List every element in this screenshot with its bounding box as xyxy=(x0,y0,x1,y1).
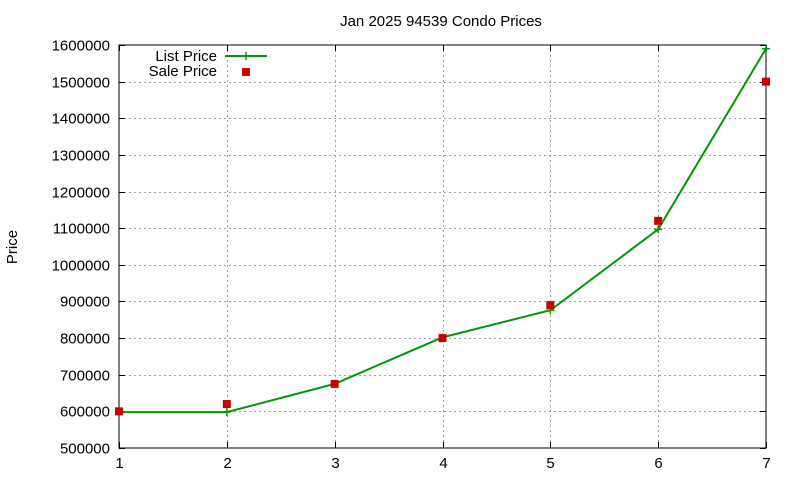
list-price-point xyxy=(222,408,231,417)
x-tick-label: 7 xyxy=(762,455,770,472)
series-list-price xyxy=(115,44,770,417)
y-tick-label: 1500000 xyxy=(52,75,110,92)
x-tick-label: 5 xyxy=(546,455,554,472)
y-tick-label: 1100000 xyxy=(53,221,110,238)
sale-price-point xyxy=(222,400,231,409)
y-tick-label: 500000 xyxy=(60,441,110,458)
plot-frame xyxy=(118,44,767,449)
sale-price-point xyxy=(438,334,447,343)
y-tick-label: 1300000 xyxy=(52,148,110,165)
sale-price-point xyxy=(115,407,123,416)
legend-list-price-plus xyxy=(242,52,250,60)
legend-symbol-list-price xyxy=(225,52,267,60)
series-sale-price xyxy=(115,77,770,416)
x-tick-label: 3 xyxy=(331,455,339,472)
x-tick-label: 4 xyxy=(439,455,447,472)
legend-label-sale-price: Sale Price xyxy=(149,63,217,80)
list-price-point xyxy=(762,44,770,53)
y-tick-label: 900000 xyxy=(60,294,110,311)
sale-price-point xyxy=(762,77,770,86)
grid-lines xyxy=(119,45,766,448)
axis-ticks: 500000 600000 700000 800000 900000 1000000 110… xyxy=(52,38,771,473)
y-tick-label: 700000 xyxy=(60,368,110,385)
x-tick-label: 1 xyxy=(115,455,123,472)
y-tick-label: 600000 xyxy=(60,404,110,421)
x-tick-label: 2 xyxy=(223,455,231,472)
list-price-point xyxy=(654,225,663,234)
y-tick-label: 800000 xyxy=(60,331,110,348)
legend-label-list-price: List Price xyxy=(155,48,217,65)
legend-sale-price-square xyxy=(242,68,250,76)
y-tick-label: 1400000 xyxy=(52,111,110,128)
y-tick-label: 1600000 xyxy=(52,38,110,55)
list-price-line xyxy=(119,48,767,414)
x-tick-label: 6 xyxy=(654,455,662,472)
sale-price-point xyxy=(546,301,555,310)
y-tick-label: 1000000 xyxy=(52,258,110,275)
sale-price-point xyxy=(654,216,663,225)
y-tick-label: 1200000 xyxy=(52,185,110,202)
legend: List Price Sale Price xyxy=(149,48,267,80)
series-layer xyxy=(115,44,770,417)
legend-symbol-sale-price xyxy=(242,68,250,76)
sale-price-point xyxy=(330,379,339,388)
y-axis-label: Price xyxy=(4,230,21,264)
chart-title: Jan 2025 94539 Condo Prices xyxy=(340,13,542,30)
